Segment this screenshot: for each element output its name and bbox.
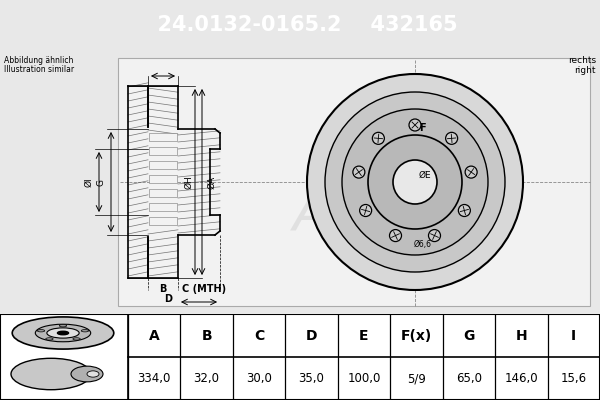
Circle shape: [368, 135, 462, 229]
Text: C (MTH): C (MTH): [182, 284, 226, 294]
Ellipse shape: [11, 358, 91, 390]
Text: F: F: [419, 123, 425, 133]
Text: D: D: [306, 328, 317, 342]
Text: 65,0: 65,0: [456, 372, 482, 385]
Circle shape: [35, 324, 91, 342]
Circle shape: [47, 328, 79, 338]
Text: I: I: [571, 328, 577, 342]
Text: 35,0: 35,0: [299, 372, 325, 385]
Circle shape: [342, 109, 488, 255]
Bar: [149, 203, 177, 211]
Text: Illustration similar: Illustration similar: [4, 65, 74, 74]
Text: C: C: [254, 328, 264, 342]
Text: 146,0: 146,0: [505, 372, 538, 385]
Circle shape: [307, 74, 523, 290]
Bar: [149, 161, 177, 169]
Circle shape: [73, 338, 80, 340]
Circle shape: [37, 330, 45, 332]
Bar: [149, 217, 177, 225]
Circle shape: [59, 324, 67, 327]
Text: E: E: [359, 328, 369, 342]
Text: 334,0: 334,0: [137, 372, 171, 385]
Circle shape: [58, 331, 68, 335]
Text: ØI: ØI: [84, 177, 93, 187]
Text: G: G: [463, 328, 475, 342]
Text: right: right: [575, 66, 596, 75]
Circle shape: [389, 230, 401, 242]
Circle shape: [458, 204, 470, 216]
Circle shape: [373, 132, 385, 144]
Text: 32,0: 32,0: [194, 372, 220, 385]
Circle shape: [428, 230, 440, 242]
Text: rechts: rechts: [568, 56, 596, 65]
Text: G: G: [97, 178, 106, 186]
Text: ØA: ØA: [207, 176, 216, 188]
Text: Ate: Ate: [293, 188, 387, 240]
Ellipse shape: [87, 371, 99, 377]
Text: 15,6: 15,6: [561, 372, 587, 385]
Text: 5/9: 5/9: [407, 372, 426, 385]
Text: H: H: [515, 328, 527, 342]
Text: B: B: [160, 284, 167, 294]
Bar: [149, 175, 177, 183]
Circle shape: [446, 132, 458, 144]
Text: 24.0132-0165.2    432165: 24.0132-0165.2 432165: [143, 15, 457, 35]
Text: 100,0: 100,0: [347, 372, 380, 385]
Circle shape: [359, 204, 371, 216]
Text: F(x): F(x): [401, 328, 432, 342]
Bar: [149, 189, 177, 197]
Circle shape: [409, 119, 421, 131]
Bar: [118, 58, 590, 306]
Circle shape: [353, 166, 365, 178]
Text: Ø6,6: Ø6,6: [414, 240, 432, 249]
Circle shape: [81, 330, 89, 332]
Text: B: B: [202, 328, 212, 342]
Circle shape: [325, 92, 505, 272]
Circle shape: [465, 166, 477, 178]
Text: 30,0: 30,0: [246, 372, 272, 385]
Circle shape: [12, 317, 114, 349]
Ellipse shape: [71, 366, 103, 382]
Text: ØH: ØH: [184, 175, 193, 189]
Text: D: D: [164, 294, 172, 304]
Circle shape: [393, 160, 437, 204]
Text: Abbildung ähnlich: Abbildung ähnlich: [4, 56, 73, 65]
Text: A: A: [149, 328, 160, 342]
Circle shape: [46, 338, 53, 340]
Text: ØE: ØE: [419, 171, 431, 180]
Bar: [149, 133, 177, 141]
Bar: [149, 147, 177, 155]
